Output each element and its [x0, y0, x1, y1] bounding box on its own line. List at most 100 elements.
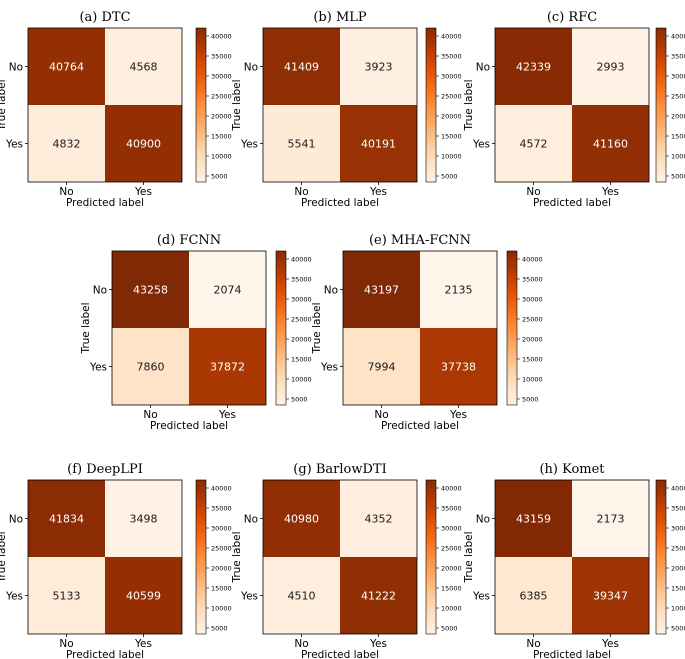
colorbar-tick-label: 40000 — [522, 256, 543, 264]
colorbar — [195, 27, 207, 183]
x-axis-label: Predicted label — [66, 197, 144, 209]
confusion-matrix-panel: (e) MHA-FCNN 43197 2135 7994 37738 No Yes No Yes… — [311, 233, 543, 432]
colorbar-tick-label: 20000 — [291, 336, 312, 344]
cell-value-label: 7860 — [137, 361, 165, 374]
x-axis-label: Predicted label — [381, 420, 459, 432]
colorbar-tick-label: 30000 — [211, 73, 232, 81]
matrix-frame — [262, 27, 418, 183]
x-tick-label: No — [294, 638, 308, 650]
x-tick-label: Yes — [369, 638, 387, 650]
cell-value-label: 2993 — [597, 61, 625, 74]
x-tick-label: No — [294, 186, 308, 198]
x-tick-label: Yes — [369, 186, 387, 198]
colorbar-tick-label: 35000 — [671, 505, 685, 513]
y-tick-label: No — [476, 62, 490, 74]
x-tick-label: No — [526, 186, 540, 198]
matrix-cell — [112, 251, 189, 328]
colorbar-tick-label: 40000 — [211, 485, 232, 493]
colorbar-tick-label: 35000 — [291, 276, 312, 284]
x-tick-label: No — [59, 186, 73, 198]
colorbar-tick-label: 10000 — [671, 153, 685, 161]
colorbar-tick-label: 5000 — [671, 625, 685, 633]
x-tick-label: Yes — [601, 186, 619, 198]
colorbar-tick-label: 10000 — [211, 605, 232, 613]
colorbar-tick-label: 25000 — [671, 545, 685, 553]
colorbar-tick-label: 15000 — [211, 585, 232, 593]
y-tick-label: No — [9, 62, 23, 74]
y-tick-label: No — [244, 62, 258, 74]
y-tick-label: Yes — [5, 139, 23, 151]
cell-value-label: 7994 — [368, 361, 396, 374]
colorbar-tick-label: 10000 — [441, 153, 462, 161]
panel-title: (c) RFC — [547, 10, 597, 25]
x-tick-label: No — [143, 409, 157, 421]
colorbar-tick-label: 25000 — [211, 93, 232, 101]
matrix-frame — [494, 27, 650, 183]
cell-value-label: 2135 — [445, 284, 473, 297]
y-tick-label: No — [93, 285, 107, 297]
y-axis-label: True label — [231, 531, 243, 583]
y-tick-label: Yes — [320, 362, 338, 374]
cell-value-label: 40980 — [284, 513, 319, 526]
colorbar-tick-label: 30000 — [522, 296, 543, 304]
matrix-frame — [27, 27, 183, 183]
x-axis-label: Predicted label — [533, 197, 611, 209]
colorbar-tick-label: 20000 — [671, 113, 685, 121]
cell-value-label: 5133 — [53, 590, 81, 603]
colorbar-tick-label: 40000 — [211, 33, 232, 41]
cell-value-label: 40900 — [126, 138, 161, 151]
y-axis-label: True label — [463, 531, 475, 583]
colorbar-tick-label: 25000 — [441, 545, 462, 553]
matrix-cell — [263, 480, 340, 557]
matrix-frame — [342, 250, 498, 406]
cell-value-label: 41409 — [284, 61, 319, 74]
colorbar-tick-label: 15000 — [441, 133, 462, 141]
x-tick-label: Yes — [601, 638, 619, 650]
panel-title: (b) MLP — [313, 10, 367, 25]
cell-value-label: 43159 — [516, 513, 551, 526]
y-tick-label: Yes — [472, 139, 490, 151]
colorbar-tick-label: 5000 — [211, 625, 228, 633]
cell-value-label: 37738 — [441, 361, 476, 374]
colorbar-tick-label: 25000 — [291, 316, 312, 324]
panel-title: (d) FCNN — [157, 233, 221, 248]
matrix-cell — [105, 105, 182, 182]
colorbar-tick-label: 30000 — [671, 73, 685, 81]
matrix-cell — [28, 28, 105, 105]
colorbar — [655, 27, 667, 183]
matrix-cell — [263, 105, 340, 182]
cell-value-label: 43258 — [133, 284, 168, 297]
cell-value-label: 4832 — [53, 138, 81, 151]
matrix-cell — [340, 480, 417, 557]
colorbar-tick-label: 35000 — [211, 53, 232, 61]
matrix-cell — [495, 105, 572, 182]
matrix-cell — [340, 105, 417, 182]
colorbar-tick-label: 20000 — [211, 113, 232, 121]
confusion-matrix-panel: (g) BarlowDTI 40980 4352 4510 41222 No Yes No Ye… — [231, 462, 462, 659]
colorbar-tick-label: 15000 — [441, 585, 462, 593]
matrix-cell — [420, 251, 497, 328]
matrix-frame — [262, 479, 418, 635]
panel-title: (a) DTC — [79, 10, 130, 25]
colorbar-tick-label: 30000 — [291, 296, 312, 304]
cell-value-label: 39347 — [593, 590, 628, 603]
matrix-cell — [340, 557, 417, 634]
x-tick-label: No — [526, 638, 540, 650]
cell-value-label: 40191 — [361, 138, 396, 151]
colorbar-tick-label: 10000 — [671, 605, 685, 613]
y-tick-label: No — [476, 514, 490, 526]
cell-value-label: 4572 — [520, 138, 548, 151]
colorbar-tick-label: 20000 — [522, 336, 543, 344]
y-axis-label: True label — [80, 302, 92, 354]
cell-value-label: 40764 — [49, 61, 84, 74]
matrix-frame — [111, 250, 267, 406]
matrix-cell — [572, 557, 649, 634]
colorbar-tick-label: 10000 — [291, 376, 312, 384]
x-axis-label: Predicted label — [533, 649, 611, 659]
